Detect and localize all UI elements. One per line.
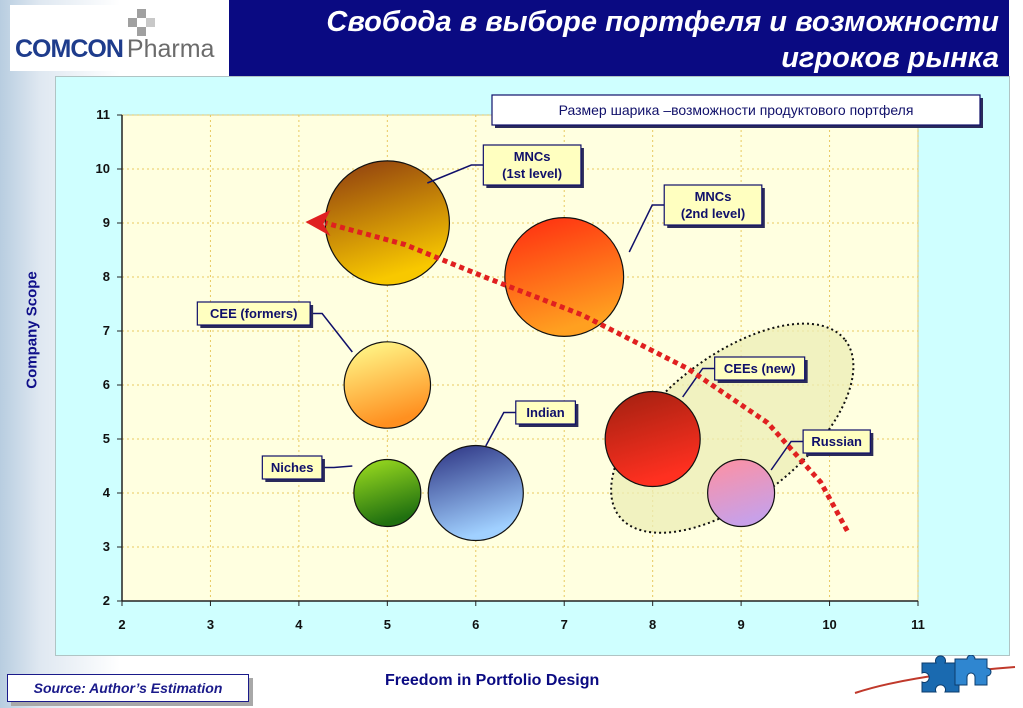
bubble-label: Indian	[526, 405, 564, 420]
x-tick-label: 4	[295, 617, 303, 632]
page-title: Свобода в выборе портфеля и возможности …	[326, 4, 999, 76]
x-tick-label: 11	[911, 617, 925, 632]
y-tick-label: 11	[96, 107, 110, 122]
bubble-cees-new-	[604, 390, 701, 488]
bubble-niches	[353, 458, 422, 528]
x-tick-label: 7	[561, 617, 568, 632]
callout-box	[515, 400, 576, 425]
bubble-label: (1st level)	[502, 166, 562, 181]
callout-line	[682, 367, 715, 398]
y-tick-label: 4	[103, 485, 111, 500]
y-tick-label: 3	[103, 539, 110, 554]
callout-box	[196, 301, 311, 326]
callout-line	[321, 465, 353, 469]
x-tick-label: 8	[649, 617, 656, 632]
y-tick-label: 9	[103, 215, 110, 230]
x-tick-label: 10	[822, 617, 836, 632]
title-line-2: игроков рынка	[781, 42, 999, 74]
bubble-indian	[427, 444, 524, 542]
bubble-label: MNCs	[514, 149, 551, 164]
title-line-1: Свобода в выборе портфеля и возможности	[326, 6, 999, 38]
callout-line	[310, 312, 353, 353]
bubble-label: Niches	[271, 460, 314, 475]
y-tick-label: 2	[103, 593, 110, 608]
callout-line	[427, 164, 484, 184]
bubble-mncs	[324, 160, 451, 286]
callout-box	[482, 144, 582, 186]
trend-arrow	[324, 220, 850, 532]
logo-sub: Pharma	[126, 35, 215, 63]
source-label: Source: Author’s Estimation	[7, 674, 249, 702]
bubble-label: (2nd level)	[681, 206, 745, 221]
callout-box	[802, 429, 871, 454]
x-tick-label: 6	[472, 617, 479, 632]
x-tick-label: 3	[207, 617, 214, 632]
y-tick-label: 5	[103, 431, 110, 446]
x-tick-label: 5	[384, 617, 391, 632]
puzzle-icon	[854, 655, 1016, 694]
callout-line	[770, 440, 804, 471]
callout-box	[663, 184, 763, 226]
bubble-russian	[707, 458, 776, 528]
legend-note-box	[491, 94, 981, 126]
callout-box	[261, 455, 323, 480]
company-logo: COMCON Pharma	[10, 5, 228, 71]
callout-line	[628, 204, 665, 253]
y-tick-label: 7	[103, 323, 110, 338]
legend-note: Размер шарика –возможности продуктового …	[559, 102, 914, 118]
bubble-label: CEEs (new)	[724, 361, 796, 376]
bubble-cee-formers-	[343, 341, 432, 429]
bubble-label: MNCs	[695, 189, 732, 204]
bubble-label: CEE (formers)	[210, 306, 297, 321]
y-tick-label: 10	[96, 161, 110, 176]
footer-caption: Freedom in Portfolio Design	[385, 672, 600, 689]
bubble-label: Russian	[811, 434, 862, 449]
x-tick-label: 9	[737, 617, 744, 632]
bubble-mncs	[504, 217, 625, 338]
callout-line	[485, 411, 516, 447]
y-tick-label: 8	[103, 269, 110, 284]
trend-arrow-head	[305, 210, 331, 236]
callout-box	[714, 356, 806, 381]
logo-word: COMCON	[15, 35, 124, 63]
y-tick-label: 6	[103, 377, 110, 392]
x-tick-label: 2	[118, 617, 125, 632]
